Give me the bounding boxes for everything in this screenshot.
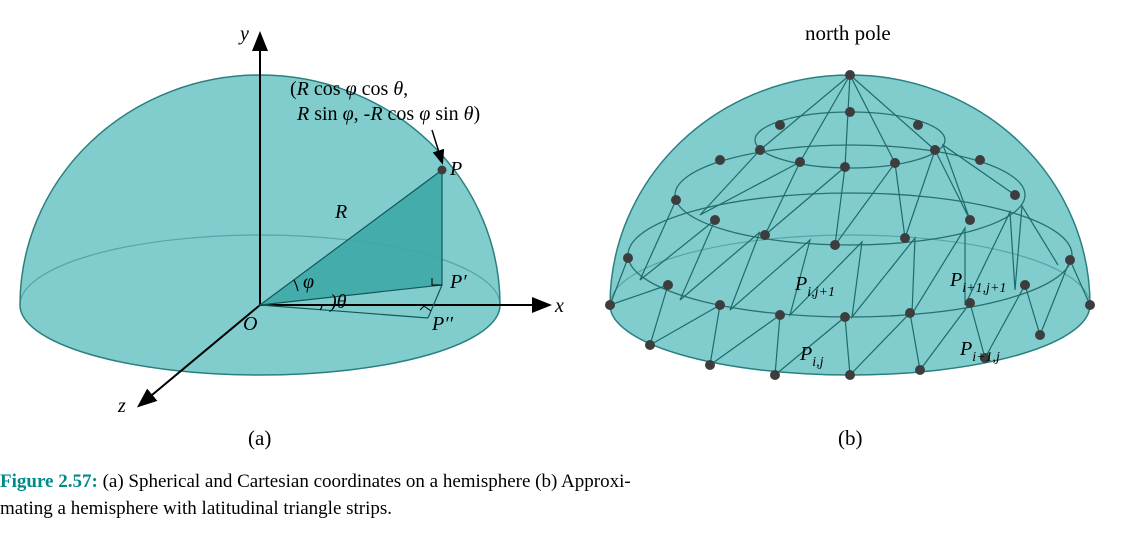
caption-line-2: mating a hemisphere with latitudinal tri… bbox=[0, 498, 392, 519]
label-R: R bbox=[334, 201, 347, 223]
diagram-a: z x y O bbox=[20, 23, 564, 450]
label-theta: )θ bbox=[329, 291, 347, 313]
origin-label: O bbox=[243, 313, 257, 335]
label-Pprime: P′ bbox=[449, 271, 467, 293]
coord-formula-2: R sin φ, -R cos φ sin θ) bbox=[296, 103, 480, 125]
label-P: P bbox=[449, 158, 462, 180]
diagram-b: north pole bbox=[605, 21, 1095, 450]
diagram-area: z x y O bbox=[0, 10, 1139, 450]
x-axis-label: x bbox=[554, 295, 564, 317]
diagram-svg: z x y O bbox=[0, 10, 1139, 450]
caption-line-1: (a) Spherical and Cartesian coordinates … bbox=[103, 471, 631, 492]
label-phi: φ bbox=[303, 271, 314, 293]
part-label-a: (a) bbox=[248, 426, 271, 450]
z-axis-label: z bbox=[117, 395, 126, 417]
coord-formula-1: (R cos φ cos θ, bbox=[290, 78, 408, 100]
y-axis-label: y bbox=[238, 23, 249, 45]
point-P bbox=[438, 166, 447, 175]
figure-number: Figure 2.57: bbox=[0, 471, 98, 492]
part-label-b: (b) bbox=[838, 426, 863, 450]
north-pole-label: north pole bbox=[805, 21, 891, 45]
label-Pdprime: P′′ bbox=[431, 313, 454, 335]
figure-container: z x y O bbox=[0, 0, 1139, 541]
figure-caption: Figure 2.57: (a) Spherical and Cartesian… bbox=[0, 468, 1119, 523]
